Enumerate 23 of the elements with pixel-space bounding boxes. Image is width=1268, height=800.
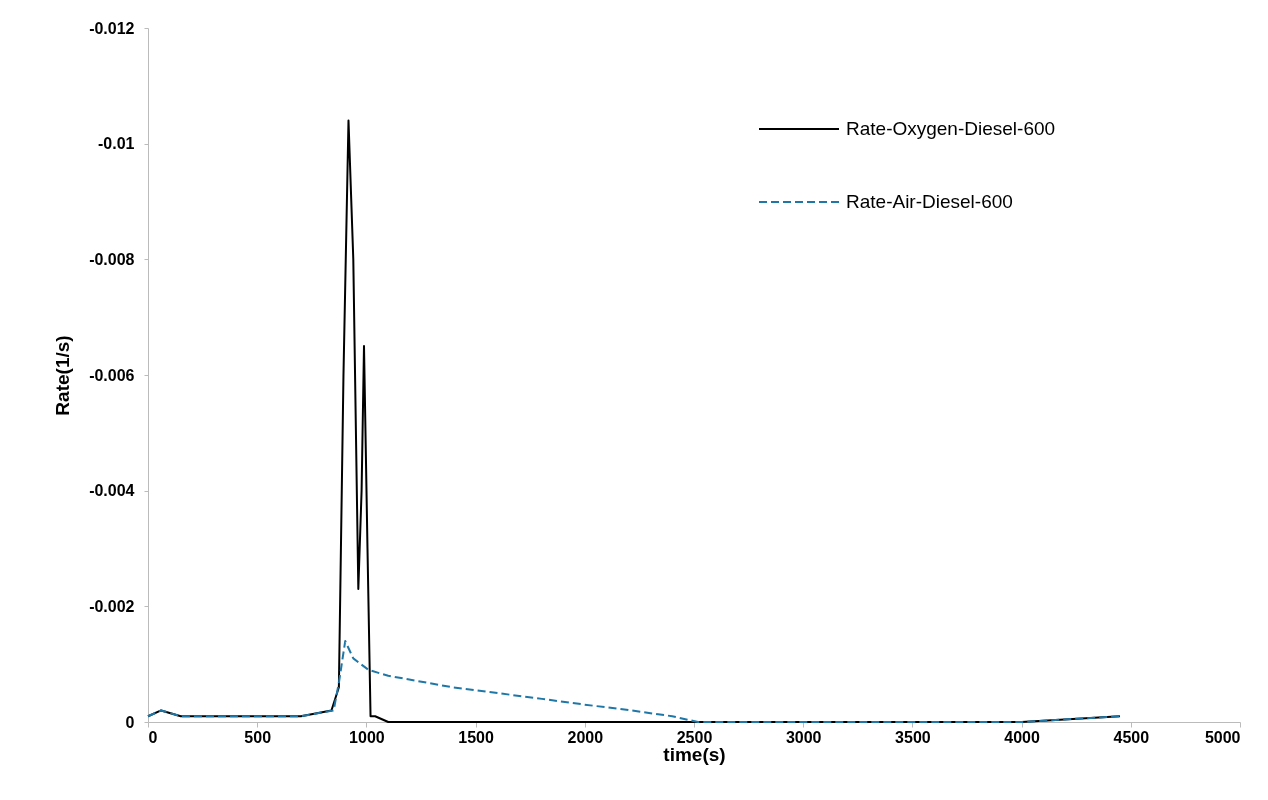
legend-label: Rate-Air-Diesel-600 xyxy=(846,191,1013,212)
x-tick-label: 4500 xyxy=(1113,728,1150,746)
legend-label: Rate-Oxygen-Diesel-600 xyxy=(846,118,1056,139)
line-series xyxy=(147,640,1121,723)
x-tick-label: 3500 xyxy=(895,728,931,746)
x-tick-label: 4000 xyxy=(1004,728,1040,746)
x-tick-label: 2000 xyxy=(567,728,604,746)
x-tick-label: 3000 xyxy=(785,728,822,746)
y-tick-label: -0.01 xyxy=(98,135,135,153)
x-tick-label: 0 xyxy=(148,728,158,746)
x-axis-title: time(s) xyxy=(663,743,726,765)
x-tick-label: 5000 xyxy=(1204,728,1241,746)
x-tick-label: 1000 xyxy=(349,728,385,746)
y-axis-title: Rate(1/s) xyxy=(52,335,74,416)
y-tick-label: -0.008 xyxy=(89,250,135,268)
x-tick-label: 500 xyxy=(244,728,272,746)
x-tick-label: 2500 xyxy=(676,728,713,746)
y-tick-label: -0.006 xyxy=(89,366,135,384)
x-tick-label: 1500 xyxy=(458,728,494,746)
y-tick-label: -0.004 xyxy=(89,482,135,500)
y-tick-label: -0.012 xyxy=(89,19,135,37)
y-tick-label: -0.002 xyxy=(89,597,135,615)
y-tick-label: 0 xyxy=(125,713,135,731)
